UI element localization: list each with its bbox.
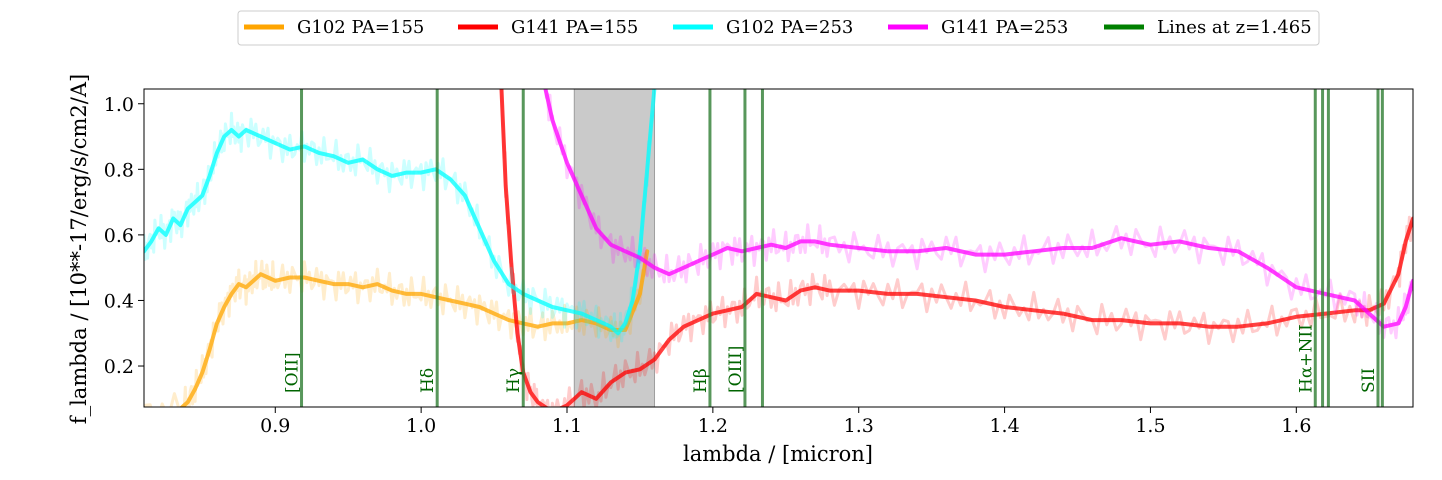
x-tick: 0.9	[260, 407, 290, 437]
emission-label: Hβ	[691, 368, 711, 393]
legend-label: Lines at z=1.465	[1157, 17, 1312, 38]
series-line-g141-pa-253	[543, 89, 1413, 329]
x-tick-label: 1.1	[552, 415, 582, 437]
emission-line-sii: SII	[1359, 89, 1384, 407]
x-tick-label: 1.4	[989, 415, 1019, 437]
y-tick: 1.0	[104, 94, 144, 116]
emission-label: [OII]	[283, 352, 303, 393]
x-tick: 1.2	[698, 407, 728, 437]
legend-entry-lines-at-z-1-465: Lines at z=1.465	[1104, 17, 1312, 38]
legend-entry-g102-pa-253: G102 PA=253	[673, 17, 853, 38]
x-tick-label: 1.5	[1135, 415, 1165, 437]
legend-label: G141 PA=155	[511, 17, 638, 38]
y-tick-label: 0.2	[104, 356, 134, 378]
series-g141-pa-253	[543, 89, 1413, 340]
x-axis-label: lambda / [micron]	[683, 442, 873, 466]
emission-line-h: Hδ	[418, 89, 439, 407]
series-g102-pa-155	[144, 249, 650, 407]
legend-entry-g141-pa-155: G141 PA=155	[458, 17, 638, 38]
emission-line-h: Hβ	[691, 89, 712, 407]
y-tick: 0.2	[104, 356, 144, 378]
x-tick: 1.4	[989, 407, 1020, 437]
y-tick: 0.6	[104, 225, 144, 247]
emission-label: Hγ	[504, 368, 524, 393]
legend-label: G141 PA=253	[941, 17, 1068, 38]
legend-label: G102 PA=253	[726, 17, 853, 38]
y-tick-label: 1.0	[104, 94, 134, 116]
y-tick-label: 0.8	[104, 159, 134, 181]
plot-frame	[143, 88, 1414, 408]
y-tick: 0.8	[104, 159, 144, 181]
legend-label: G102 PA=155	[297, 17, 424, 38]
x-tick-label: 1.2	[698, 415, 728, 437]
series-line-g102-pa-155	[175, 249, 650, 407]
x-tick-label: 0.9	[260, 415, 290, 437]
emission-label: SII	[1359, 368, 1379, 393]
y-axis-label: f_lambda / [10**-17/erg/s/cm2/A]	[67, 74, 91, 424]
legend-entry-g141-pa-253: G141 PA=253	[888, 17, 1068, 38]
x-tick-label: 1.6	[1281, 415, 1311, 437]
x-tick-label: 1.3	[844, 415, 874, 437]
x-tick-label: 1.0	[406, 415, 436, 437]
emission-line-h-nii: Hα+NII	[1296, 89, 1330, 407]
series-line-g141-pa-155	[499, 89, 1413, 407]
legend-frame	[237, 10, 1320, 46]
series-g102-pa-253	[144, 89, 657, 343]
legend-entry-g102-pa-155: G102 PA=155	[244, 17, 424, 38]
series-noise-g102-pa-253	[144, 110, 655, 343]
x-tick: 1.1	[552, 407, 582, 437]
emission-label: [OIII]	[726, 346, 746, 393]
emission-label: Hδ	[418, 368, 438, 393]
y-tick-label: 0.6	[104, 225, 134, 247]
series-g141-pa-155	[499, 89, 1413, 407]
x-tick: 1.3	[844, 407, 874, 437]
x-tick: 1.6	[1281, 407, 1311, 437]
x-tick: 1.5	[1135, 407, 1166, 437]
emission-label: Hα+NII	[1296, 324, 1316, 393]
emission-line-oiii: [OIII]	[726, 89, 764, 407]
series-line-g102-pa-253	[144, 89, 657, 336]
y-tick-label: 0.4	[104, 290, 134, 312]
x-tick: 1.0	[406, 407, 436, 437]
emission-line-oii: [OII]	[283, 89, 304, 407]
legend: G102 PA=155 G141 PA=155 G102 PA=253 G141 PA…	[237, 10, 1320, 46]
y-tick: 0.4	[104, 290, 144, 312]
emission-line-h: Hγ	[504, 89, 525, 407]
